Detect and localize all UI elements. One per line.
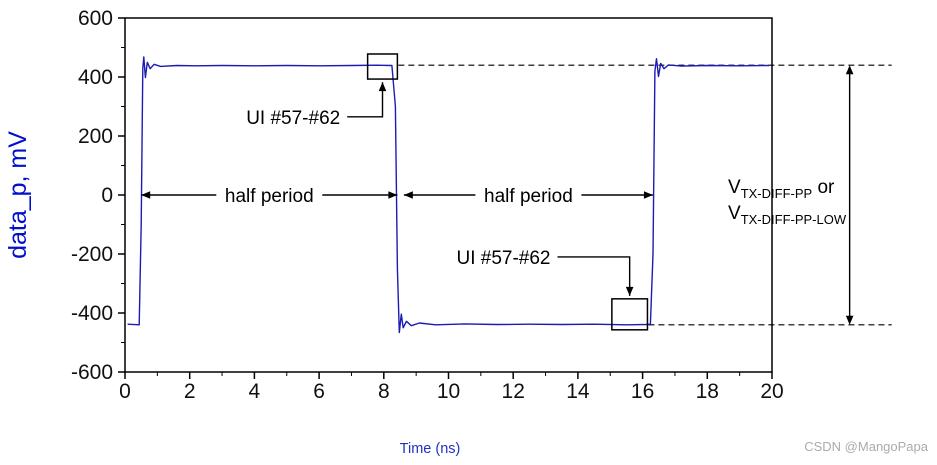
ui-marker-arrowhead (378, 82, 387, 92)
chart-generated-layer: 0 2 4 6 8 10 12 14 16 18 20 600 400 200 0 -200 -400 -600 h… (71, 7, 892, 403)
vpp-label-line: VTX-DIFF-PP-LOW (728, 203, 847, 227)
chart-element: TX-DIFF-PP (741, 186, 813, 201)
vpp-arrowhead (845, 315, 854, 325)
chart-element: TX-DIFF-PP-LOW (741, 212, 847, 227)
x-tick-label: 18 (696, 380, 719, 403)
x-tick-label: 14 (566, 380, 590, 403)
x-tick-label: 0 (119, 380, 131, 403)
chart-element: V (728, 203, 741, 224)
half-period-arrowhead (643, 191, 653, 199)
ui-marker-label: UI #57-#62 (456, 248, 550, 269)
x-tick-label: 6 (313, 380, 325, 403)
chart-element: or (812, 177, 835, 198)
half-period-label: half period (225, 186, 314, 207)
half-period-arrowhead (388, 191, 398, 199)
waveform-line (127, 56, 770, 334)
ui-marker-box (366, 53, 399, 80)
ui-marker-box (611, 298, 649, 331)
y-tick-label: 0 (101, 184, 113, 207)
y-tick-label: 200 (78, 125, 113, 148)
half-period-label-bg (216, 184, 323, 206)
chart-element: V (728, 177, 741, 198)
x-tick-label: 10 (437, 380, 460, 403)
x-tick-label: 4 (249, 380, 261, 403)
half-period-arrowhead (141, 191, 151, 199)
y-tick-label: 400 (78, 66, 113, 89)
x-axis-label: Time (ns) (400, 441, 461, 457)
x-tick-label: 20 (760, 380, 783, 403)
x-tick-label: 12 (502, 380, 525, 403)
y-tick-label: -600 (71, 361, 113, 384)
watermark: CSDN @MangoPapa (804, 439, 929, 454)
x-tick-label: 8 (378, 380, 390, 403)
y-tick-label: 600 (78, 7, 113, 30)
x-tick-label: 16 (631, 380, 654, 403)
half-period-arrowhead (403, 191, 413, 199)
y-axis-label: data_p, mV (4, 131, 32, 259)
vpp-label-line: VTX-DIFF-PP or (728, 177, 835, 201)
ui-marker-label: UI #57-#62 (246, 108, 340, 129)
x-tick-label: 2 (184, 380, 196, 403)
y-tick-label: -400 (71, 302, 113, 325)
vpp-arrowhead (845, 65, 854, 75)
ui-marker-arrowhead (625, 286, 634, 296)
ui-marker-arrow (347, 82, 384, 118)
y-tick-label: -200 (71, 243, 113, 266)
ui-marker-arrow (557, 256, 631, 296)
half-period-label-bg (475, 184, 582, 206)
half-period-label: half period (484, 186, 573, 207)
